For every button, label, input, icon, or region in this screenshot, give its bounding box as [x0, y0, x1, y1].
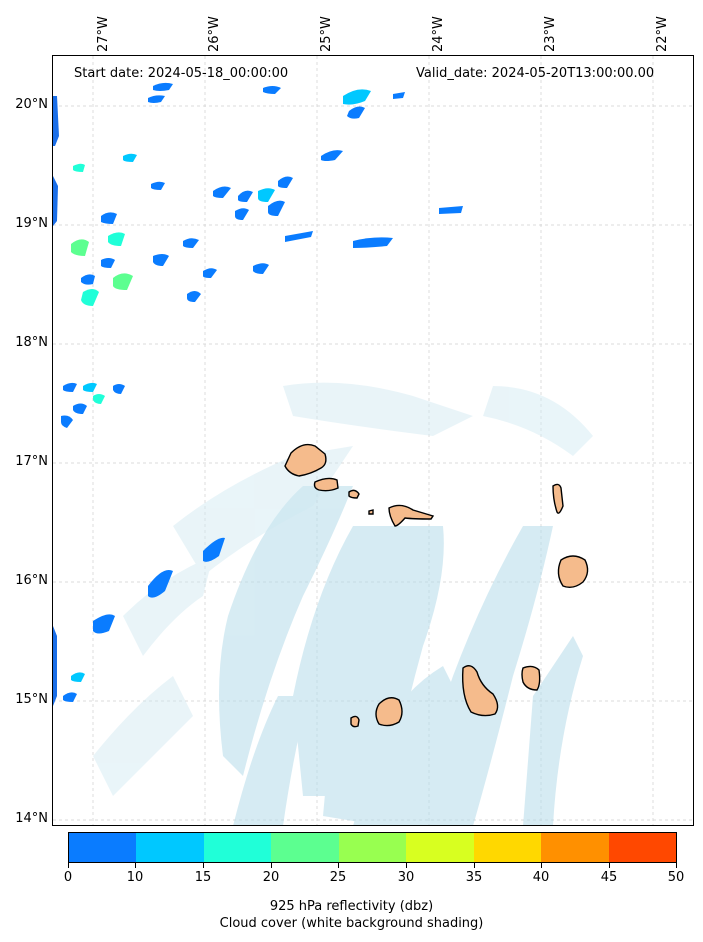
start-date-label: Start date: 2024-05-18_00:00:00 [74, 66, 289, 81]
colorbar-swatch [406, 833, 474, 862]
colorbar-tick [203, 863, 204, 868]
lon-label-26w: 26°W [207, 16, 222, 52]
colorbar-tick [676, 863, 677, 868]
island-4 [557, 555, 589, 589]
colorbar-swatch [473, 833, 542, 862]
island-3 [552, 483, 564, 514]
colorbar-swatch [541, 833, 609, 862]
colorbar-tick [338, 863, 339, 868]
island-6 [461, 665, 499, 717]
lon-label-27w: 27°W [96, 16, 111, 52]
colorbar-tick-label: 35 [465, 870, 483, 885]
reflectivity-cell [53, 176, 58, 226]
lat-label-18n: 18°N [15, 335, 48, 350]
map-panel [52, 55, 694, 826]
islet [348, 489, 360, 499]
lon-label-25w: 25°W [319, 16, 334, 52]
colorbar-tick [135, 863, 136, 868]
colorbar-subtitle: Cloud cover (white background shading) [219, 916, 484, 931]
valid-date-label: Valid_date: 2024-05-20T13:00:00.00 [416, 66, 655, 81]
island-0 [284, 443, 327, 477]
colorbar-tick [68, 863, 69, 868]
colorbar-swatch [136, 833, 204, 862]
island-1 [313, 477, 339, 492]
cloud-shading-light [93, 382, 593, 796]
island-7 [521, 665, 541, 691]
colorbar-tick [474, 863, 475, 868]
colorbar-tick-label: 0 [63, 870, 73, 885]
colorbar-tick-label: 15 [194, 870, 212, 885]
lat-label-19n: 19°N [15, 216, 48, 231]
lat-label-15n: 15°N [15, 692, 48, 707]
colorbar-swatch [69, 833, 137, 862]
colorbar-tick-label: 25 [329, 870, 347, 885]
island-2 [388, 504, 435, 527]
reflectivity-cells [53, 82, 463, 706]
lon-label-22w: 22°W [655, 16, 670, 52]
colorbar-tick [271, 863, 272, 868]
lat-label-16n: 16°N [15, 573, 48, 588]
lon-label-23w: 23°W [543, 16, 558, 52]
colorbar-tick [406, 863, 407, 868]
cloud-shading [219, 486, 583, 825]
lat-label-17n: 17°N [15, 454, 48, 469]
lat-label-14n: 14°N [15, 811, 48, 826]
lon-label-24w: 24°W [431, 16, 446, 52]
colorbar-title: 925 hPa reflectivity (dbz) [269, 899, 434, 914]
lat-label-20n: 20°N [15, 97, 48, 112]
colorbar-tick-label: 30 [397, 870, 415, 885]
colorbar-swatch [608, 833, 676, 862]
island-8 [350, 715, 360, 728]
colorbar-swatch [338, 833, 407, 862]
reflectivity-cell [53, 626, 57, 706]
colorbar-tick-label: 20 [262, 870, 280, 885]
colorbar-tick-label: 40 [532, 870, 550, 885]
colorbar-tick [609, 863, 610, 868]
colorbar-swatch [271, 833, 339, 862]
map-canvas [53, 56, 693, 825]
islet [368, 509, 374, 515]
colorbar-tick-label: 45 [600, 870, 618, 885]
colorbar-tick-label: 50 [667, 870, 685, 885]
colorbar-tick [541, 863, 542, 868]
reflectivity-colorbar [68, 832, 677, 863]
island-5 [375, 697, 403, 727]
reflectivity-cell [53, 96, 59, 146]
colorbar-swatch [203, 833, 272, 862]
island-landmasses [284, 443, 589, 728]
colorbar-tick-label: 10 [126, 870, 144, 885]
